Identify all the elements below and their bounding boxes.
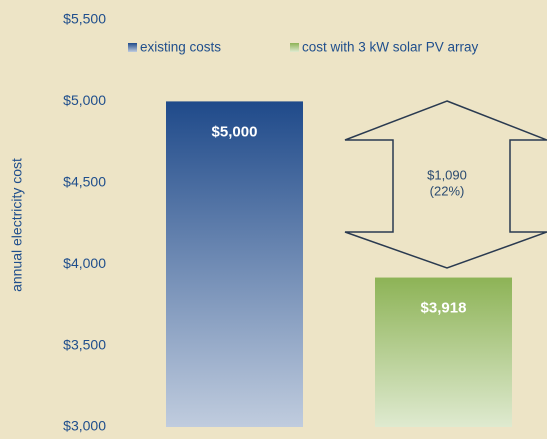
annotation: $1,090 xyxy=(427,167,467,182)
annotation: (22%) xyxy=(430,183,465,198)
legend-label: cost with 3 kW solar PV array xyxy=(302,40,479,55)
y-tick-label: $5,000 xyxy=(63,92,106,108)
legend-swatch xyxy=(290,43,299,52)
value-label: $5,000 xyxy=(212,123,258,140)
difference-arrow xyxy=(344,100,547,269)
y-tick-label: $5,500 xyxy=(63,11,106,27)
bar xyxy=(375,277,512,427)
y-axis-label: annual electricity cost xyxy=(9,158,25,292)
y-tick-label: $4,000 xyxy=(63,255,106,271)
legend-label: existing costs xyxy=(140,40,221,55)
bar xyxy=(166,101,303,428)
legend-swatch xyxy=(128,43,137,52)
y-tick-label: $3,000 xyxy=(63,418,106,434)
value-label: $3,918 xyxy=(421,300,467,317)
y-tick-label: $3,500 xyxy=(63,336,106,352)
y-tick-label: $4,500 xyxy=(63,174,106,190)
